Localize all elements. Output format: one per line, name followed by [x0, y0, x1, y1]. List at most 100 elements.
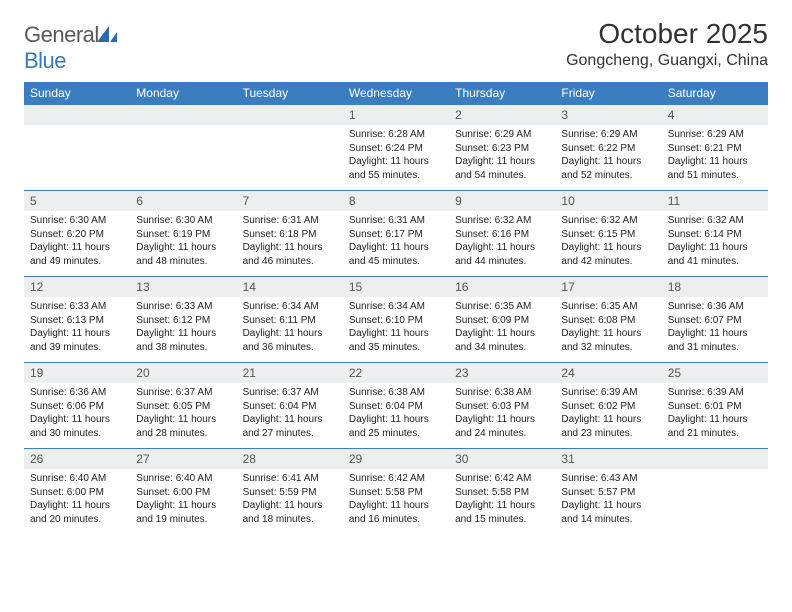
sunrise-text: Sunrise: 6:42 AM [349, 472, 443, 486]
sunrise-text: Sunrise: 6:29 AM [668, 128, 762, 142]
calendar-day-cell: 15Sunrise: 6:34 AMSunset: 6:10 PMDayligh… [343, 276, 449, 362]
sunrise-text: Sunrise: 6:40 AM [30, 472, 124, 486]
month-title: October 2025 [566, 18, 768, 50]
calendar-week: 12Sunrise: 6:33 AMSunset: 6:13 PMDayligh… [24, 276, 768, 362]
day-number: 23 [449, 362, 555, 383]
calendar-day-cell: 30Sunrise: 6:42 AMSunset: 5:58 PMDayligh… [449, 448, 555, 534]
day-number: 3 [555, 104, 661, 125]
day-number: 30 [449, 448, 555, 469]
sunrise-text: Sunrise: 6:33 AM [30, 300, 124, 314]
day-info: Sunrise: 6:34 AMSunset: 6:11 PMDaylight:… [237, 297, 343, 358]
sunrise-text: Sunrise: 6:41 AM [243, 472, 337, 486]
sunset-text: Sunset: 6:19 PM [136, 228, 230, 242]
sunset-text: Sunset: 6:17 PM [349, 228, 443, 242]
sunset-text: Sunset: 6:13 PM [30, 314, 124, 328]
day-number: 27 [130, 448, 236, 469]
day-number: 11 [662, 190, 768, 211]
day-header: Tuesday [237, 82, 343, 104]
calendar-day-cell: 19Sunrise: 6:36 AMSunset: 6:06 PMDayligh… [24, 362, 130, 448]
calendar-day-cell: . [24, 104, 130, 190]
calendar-day-cell: 28Sunrise: 6:41 AMSunset: 5:59 PMDayligh… [237, 448, 343, 534]
daylight-text: Daylight: 11 hours and 24 minutes. [455, 413, 549, 440]
daylight-text: Daylight: 11 hours and 38 minutes. [136, 327, 230, 354]
calendar-day-cell: 18Sunrise: 6:36 AMSunset: 6:07 PMDayligh… [662, 276, 768, 362]
daylight-text: Daylight: 11 hours and 21 minutes. [668, 413, 762, 440]
sunset-text: Sunset: 6:04 PM [243, 400, 337, 414]
sunrise-text: Sunrise: 6:32 AM [668, 214, 762, 228]
day-header: Wednesday [343, 82, 449, 104]
day-info: Sunrise: 6:42 AMSunset: 5:58 PMDaylight:… [343, 469, 449, 530]
day-header: Thursday [449, 82, 555, 104]
sunset-text: Sunset: 6:00 PM [136, 486, 230, 500]
location-label: Gongcheng, Guangxi, China [566, 52, 768, 70]
calendar-day-cell: 12Sunrise: 6:33 AMSunset: 6:13 PMDayligh… [24, 276, 130, 362]
daylight-text: Daylight: 11 hours and 46 minutes. [243, 241, 337, 268]
calendar-day-cell: 20Sunrise: 6:37 AMSunset: 6:05 PMDayligh… [130, 362, 236, 448]
day-info: Sunrise: 6:29 AMSunset: 6:23 PMDaylight:… [449, 125, 555, 186]
day-number: 12 [24, 276, 130, 297]
sunrise-text: Sunrise: 6:34 AM [349, 300, 443, 314]
day-info: Sunrise: 6:36 AMSunset: 6:07 PMDaylight:… [662, 297, 768, 358]
day-info: Sunrise: 6:35 AMSunset: 6:08 PMDaylight:… [555, 297, 661, 358]
day-number: 10 [555, 190, 661, 211]
calendar-day-cell: 16Sunrise: 6:35 AMSunset: 6:09 PMDayligh… [449, 276, 555, 362]
sunset-text: Sunset: 6:08 PM [561, 314, 655, 328]
day-number: 15 [343, 276, 449, 297]
day-number: 5 [24, 190, 130, 211]
day-header: Monday [130, 82, 236, 104]
day-info: Sunrise: 6:28 AMSunset: 6:24 PMDaylight:… [343, 125, 449, 186]
day-number: 7 [237, 190, 343, 211]
daylight-text: Daylight: 11 hours and 42 minutes. [561, 241, 655, 268]
sunset-text: Sunset: 6:03 PM [455, 400, 549, 414]
calendar-day-cell: 4Sunrise: 6:29 AMSunset: 6:21 PMDaylight… [662, 104, 768, 190]
calendar-week: ...1Sunrise: 6:28 AMSunset: 6:24 PMDayli… [24, 104, 768, 190]
day-info: Sunrise: 6:37 AMSunset: 6:04 PMDaylight:… [237, 383, 343, 444]
sunrise-text: Sunrise: 6:40 AM [136, 472, 230, 486]
sunrise-text: Sunrise: 6:42 AM [455, 472, 549, 486]
calendar-day-cell: 17Sunrise: 6:35 AMSunset: 6:08 PMDayligh… [555, 276, 661, 362]
calendar-week: 5Sunrise: 6:30 AMSunset: 6:20 PMDaylight… [24, 190, 768, 276]
daylight-text: Daylight: 11 hours and 35 minutes. [349, 327, 443, 354]
calendar-page: General Blue October 2025 Gongcheng, Gua… [0, 0, 792, 552]
daylight-text: Daylight: 11 hours and 25 minutes. [349, 413, 443, 440]
day-info: Sunrise: 6:31 AMSunset: 6:17 PMDaylight:… [343, 211, 449, 272]
daylight-text: Daylight: 11 hours and 28 minutes. [136, 413, 230, 440]
calendar-table: Sunday Monday Tuesday Wednesday Thursday… [24, 82, 768, 534]
day-info: Sunrise: 6:30 AMSunset: 6:20 PMDaylight:… [24, 211, 130, 272]
day-info: Sunrise: 6:33 AMSunset: 6:13 PMDaylight:… [24, 297, 130, 358]
daylight-text: Daylight: 11 hours and 44 minutes. [455, 241, 549, 268]
day-number: 25 [662, 362, 768, 383]
sunrise-text: Sunrise: 6:37 AM [243, 386, 337, 400]
sunset-text: Sunset: 6:23 PM [455, 142, 549, 156]
sunset-text: Sunset: 6:01 PM [668, 400, 762, 414]
calendar-day-cell: 31Sunrise: 6:43 AMSunset: 5:57 PMDayligh… [555, 448, 661, 534]
day-number: . [130, 104, 236, 125]
sunset-text: Sunset: 6:07 PM [668, 314, 762, 328]
sunrise-text: Sunrise: 6:34 AM [243, 300, 337, 314]
daylight-text: Daylight: 11 hours and 36 minutes. [243, 327, 337, 354]
sunrise-text: Sunrise: 6:39 AM [561, 386, 655, 400]
sunrise-text: Sunrise: 6:32 AM [561, 214, 655, 228]
day-number: 16 [449, 276, 555, 297]
sunset-text: Sunset: 6:22 PM [561, 142, 655, 156]
calendar-day-cell: 21Sunrise: 6:37 AMSunset: 6:04 PMDayligh… [237, 362, 343, 448]
sunset-text: Sunset: 6:04 PM [349, 400, 443, 414]
sunrise-text: Sunrise: 6:33 AM [136, 300, 230, 314]
daylight-text: Daylight: 11 hours and 32 minutes. [561, 327, 655, 354]
sunrise-text: Sunrise: 6:37 AM [136, 386, 230, 400]
day-header: Saturday [662, 82, 768, 104]
sunset-text: Sunset: 6:15 PM [561, 228, 655, 242]
calendar-day-cell: 13Sunrise: 6:33 AMSunset: 6:12 PMDayligh… [130, 276, 236, 362]
sunset-text: Sunset: 6:24 PM [349, 142, 443, 156]
day-number: 21 [237, 362, 343, 383]
page-header: General Blue October 2025 Gongcheng, Gua… [24, 18, 768, 74]
sunrise-text: Sunrise: 6:35 AM [561, 300, 655, 314]
day-info: Sunrise: 6:38 AMSunset: 6:04 PMDaylight:… [343, 383, 449, 444]
sunset-text: Sunset: 5:59 PM [243, 486, 337, 500]
sunset-text: Sunset: 6:11 PM [243, 314, 337, 328]
calendar-day-cell: 7Sunrise: 6:31 AMSunset: 6:18 PMDaylight… [237, 190, 343, 276]
day-number: . [24, 104, 130, 125]
sunset-text: Sunset: 6:06 PM [30, 400, 124, 414]
brand-logo: General Blue [24, 22, 117, 74]
sunset-text: Sunset: 6:12 PM [136, 314, 230, 328]
